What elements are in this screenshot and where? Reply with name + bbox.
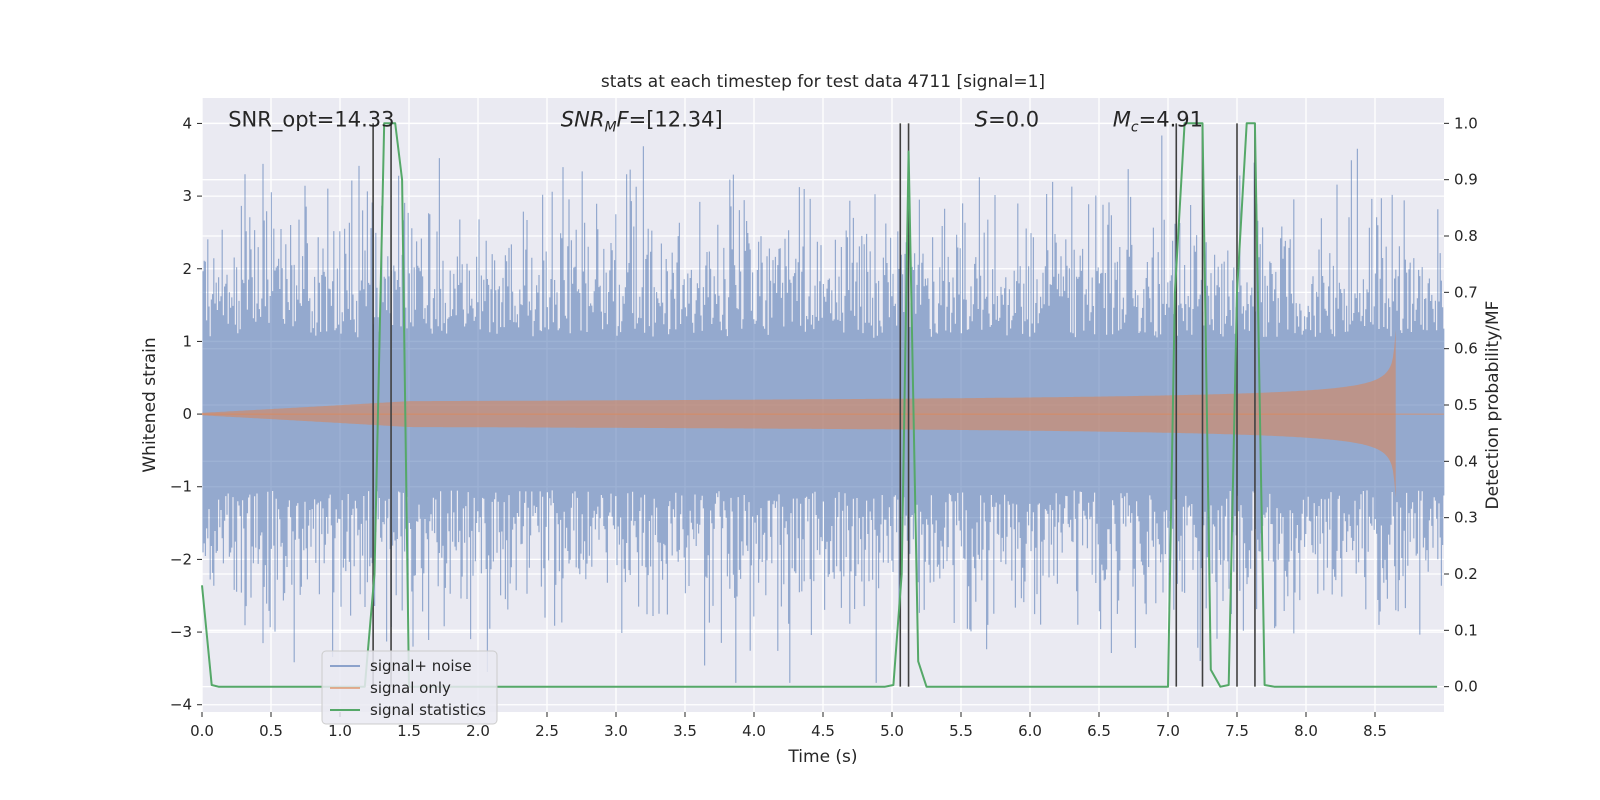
y-axis-right-ticks: 0.0 0.1 0.2 0.3 0.4 0.5 0.6 0.7 0.8 0.9 1.0 (1444, 114, 1478, 696)
annotation: Mc=4.91 (1113, 107, 1203, 135)
y-right-tick-label: 0.5 (1454, 396, 1478, 414)
y-right-tick-label: 0.8 (1454, 227, 1478, 245)
chart-title: stats at each timestep for test data 471… (601, 72, 1045, 92)
y-left-tick-label: −1 (170, 478, 192, 496)
x-tick-label: 7.5 (1225, 722, 1249, 740)
y-left-tick-label: 4 (182, 114, 192, 132)
y-right-tick-label: 0.2 (1454, 565, 1478, 583)
x-tick-label: 4.0 (742, 722, 766, 740)
x-tick-label: 8.5 (1363, 722, 1387, 740)
x-tick-label: 6.5 (1087, 722, 1111, 740)
series-signal-statistics (201, 122, 1438, 688)
y-right-tick-label: 0.4 (1454, 452, 1478, 470)
x-tick-label: 6.0 (1018, 722, 1042, 740)
y-axis-left-ticks: −4 −3 −2 −1 0 1 2 3 4 (170, 114, 202, 714)
x-tick-label: 5.5 (949, 722, 973, 740)
x-tick-label: 7.0 (1156, 722, 1180, 740)
legend-box (321, 650, 498, 725)
x-tick-label: 2.5 (535, 722, 559, 740)
annotation: SNR_opt=14.33 (228, 107, 394, 132)
y-right-tick-label: 0.3 (1454, 509, 1478, 527)
x-tick-label: 4.5 (811, 722, 835, 740)
legend-label: signal statistics (370, 701, 486, 719)
x-axis-ticks: 0.0 0.5 1.0 1.5 2.0 2.5 3.0 3.5 4.0 4.5 5.0 5.5 6.0 6… (190, 712, 1387, 740)
y-right-tick-label: 0.9 (1454, 171, 1478, 189)
y-right-tick-label: 0.1 (1454, 621, 1478, 639)
y-left-tick-label: 2 (182, 260, 192, 278)
y-right-tick-label: 1.0 (1454, 114, 1478, 132)
x-tick-label: 0.0 (190, 722, 214, 740)
annotation: S=0.0 (975, 107, 1039, 131)
legend: signal+ noise signal only signal statistic… (321, 650, 498, 725)
x-tick-label: 3.0 (604, 722, 628, 740)
statistics-line (201, 122, 1438, 688)
x-tick-label: 3.5 (673, 722, 697, 740)
x-tick-label: 0.5 (259, 722, 283, 740)
y-axis-left-label: Whitened strain (140, 337, 160, 472)
x-tick-label: 1.0 (328, 722, 352, 740)
x-tick-label: 5.0 (880, 722, 904, 740)
annotations: SNR_opt=14.33 SNRMF=[12.34] S=0.0 Mc=4.91 (228, 107, 1203, 135)
x-tick-label: 1.5 (397, 722, 421, 740)
y-left-tick-label: −4 (170, 696, 192, 714)
y-right-tick-label: 0.7 (1454, 283, 1478, 301)
y-left-tick-label: 1 (182, 332, 192, 350)
x-tick-label: 2.0 (466, 722, 490, 740)
y-left-tick-label: 0 (182, 405, 192, 423)
y-right-tick-label: 0.0 (1454, 678, 1478, 696)
x-tick-label: 8.0 (1294, 722, 1318, 740)
y-axis-right-label: Detection probability/MF (1483, 301, 1503, 510)
annotation: SNRMF=[12.34] (561, 107, 723, 135)
y-right-tick-label: 0.6 (1454, 340, 1478, 358)
signal-envelope (202, 326, 1396, 524)
legend-label: signal+ noise (370, 657, 472, 675)
y-left-tick-label: −3 (170, 623, 192, 641)
legend-label: signal only (370, 679, 451, 697)
y-left-tick-label: −2 (170, 550, 192, 568)
x-axis-label: Time (s) (787, 747, 857, 767)
y-left-tick-label: 3 (182, 187, 192, 205)
